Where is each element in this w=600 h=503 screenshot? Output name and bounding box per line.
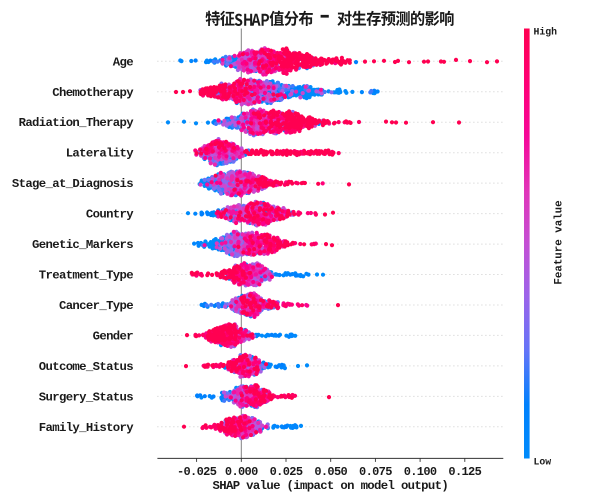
svg-text:Feature value: Feature value [554,200,566,284]
svg-text:Genetic_Markers: Genetic_Markers [32,238,133,252]
svg-text:SHAP value (impact on model ou: SHAP value (impact on model output) [213,479,449,493]
svg-text:Stage_at_Diagnosis: Stage_at_Diagnosis [12,177,133,191]
svg-text:Low: Low [534,457,552,468]
svg-text:Surgery_Status: Surgery_Status [39,390,133,404]
svg-text:0.050: 0.050 [314,465,347,479]
svg-text:Chemotherapy: Chemotherapy [52,86,134,100]
svg-text:Radiation_Therapy: Radiation_Therapy [19,116,135,130]
svg-text:-0.025: -0.025 [177,465,217,479]
svg-text:Treatment_Type: Treatment_Type [39,269,133,283]
svg-text:0.100: 0.100 [404,465,437,479]
svg-text:Age: Age [113,55,133,69]
svg-text:0.125: 0.125 [448,465,481,479]
svg-text:Cancer_Type: Cancer_Type [59,299,133,313]
svg-text:0.000: 0.000 [225,465,258,479]
svg-text:Laterality: Laterality [66,147,135,161]
svg-text:0.025: 0.025 [270,465,303,479]
svg-text:0.075: 0.075 [359,465,392,479]
svg-text:Gender: Gender [93,329,134,343]
svg-text:Outcome_Status: Outcome_Status [39,360,133,374]
svg-text:Family_History: Family_History [39,421,134,435]
svg-text:Country: Country [86,208,134,222]
svg-text:High: High [534,27,558,38]
